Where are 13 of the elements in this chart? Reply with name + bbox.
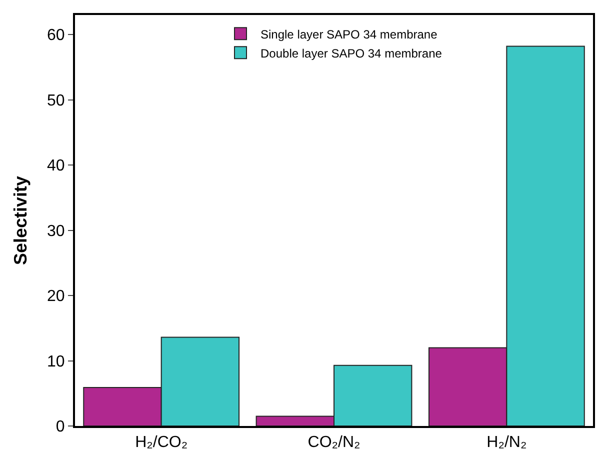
x-tick-label: H₂/CO₂ xyxy=(135,434,188,452)
y-tick-label: 60 xyxy=(47,27,65,44)
y-tick-label: 0 xyxy=(56,418,65,436)
x-tick-label: H₂/N₂ xyxy=(486,434,527,452)
y-tick-label: 50 xyxy=(47,92,65,110)
legend-label: Single layer SAPO 34 membrane xyxy=(260,27,438,42)
y-tick-label: 30 xyxy=(47,222,65,240)
y-tick-label: 40 xyxy=(47,158,65,175)
y-tick-label: 20 xyxy=(47,288,65,306)
x-tick-label: CO₂/N₂ xyxy=(308,434,360,452)
y-axis-title: Selectivity xyxy=(10,176,31,266)
legend-label: Double layer SAPO 34 membrane xyxy=(260,46,442,60)
y-tick-label: 10 xyxy=(47,353,65,370)
